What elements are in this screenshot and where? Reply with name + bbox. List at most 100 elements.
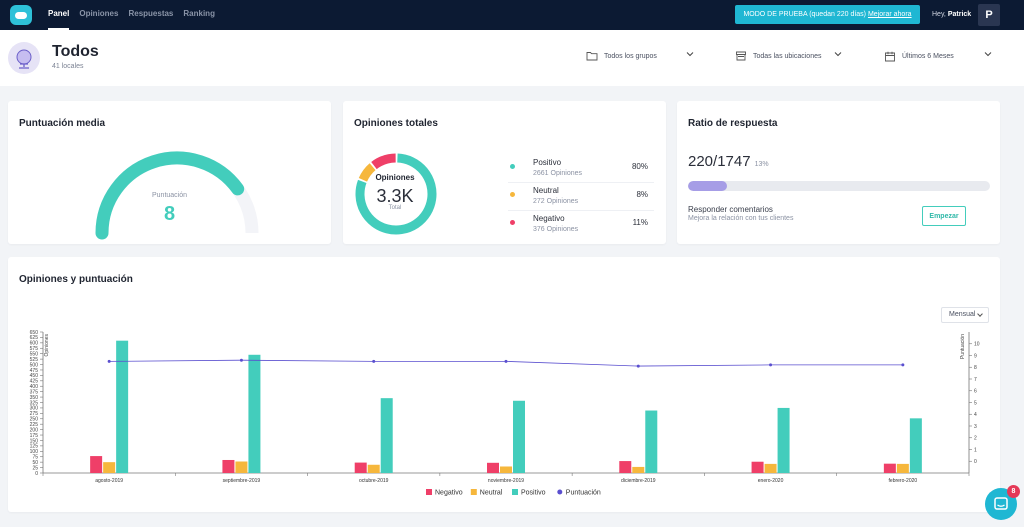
donut-center-sub: Total: [388, 205, 402, 211]
response-ratio-title: Ratio de respuesta: [688, 118, 778, 129]
y2-tick-label: 5: [974, 400, 977, 406]
cloud-logo-icon[interactable]: [10, 5, 32, 25]
page-header: Todos 41 locales Todos los grupos Todas …: [0, 30, 1024, 86]
bar-negativo: [751, 461, 764, 473]
group-avatar: [8, 42, 40, 74]
y-tick-label: 575: [30, 346, 39, 352]
y-tick-label: 200: [30, 427, 39, 433]
legend-label[interactable]: Neutral: [480, 490, 503, 497]
trial-banner-button[interactable]: MODO DE PRUEBA (quedan 220 días) Mejorar…: [735, 5, 920, 24]
nav-tab-opiniones[interactable]: Opiniones: [79, 9, 119, 18]
bar-neutral: [235, 461, 248, 473]
page-title: Todos: [52, 43, 99, 60]
filter-groups-label: Todos los grupos: [604, 52, 657, 60]
filter-period-label: Últimos 6 Meses: [902, 52, 954, 60]
response-progress-bar: [688, 181, 990, 191]
main-nav: Panel Opiniones Respuestas Ranking: [48, 0, 215, 30]
score-gauge: [95, 151, 259, 240]
folder-icon: [586, 52, 598, 61]
response-ratio-card: Ratio de respuesta 220/1747 13% Responder…: [677, 101, 1000, 244]
bar-negativo: [619, 461, 632, 473]
review-legend-row: Negativo 376 Opiniones 11%: [508, 211, 654, 239]
legend-swatch-puntuación: [557, 489, 563, 495]
bar-positivo: [248, 354, 261, 473]
y-tick-label: 625: [30, 335, 39, 341]
filter-groups[interactable]: Todos los grupos: [586, 48, 700, 64]
legend-label[interactable]: Negativo: [435, 490, 463, 497]
user-greeting: Hey, Patrick: [932, 0, 971, 30]
legend-name: Neutral: [533, 186, 559, 195]
y-tick-label: 275: [30, 411, 39, 417]
x-tick-label: agosto-2019: [95, 478, 123, 484]
calendar-icon: [885, 51, 895, 61]
donut-center-value: 3.3K: [376, 186, 414, 206]
y-axis-label: Opiniones: [44, 334, 50, 357]
y-tick-label: 400: [30, 384, 39, 390]
x-tick-label: septiembre-2019: [223, 478, 261, 484]
y2-tick-label: 2: [974, 436, 977, 442]
bar-negativo: [222, 459, 235, 473]
period-select[interactable]: Mensual: [941, 307, 989, 323]
gauge-fill: [95, 151, 245, 240]
legend-pct: 80%: [631, 162, 648, 171]
reviews-score-chart-card: Opiniones y puntuación Mensual 0 25 50 75 10…: [8, 257, 1000, 512]
legend-swatch-positivo: [512, 489, 518, 495]
user-avatar[interactable]: P: [978, 4, 1000, 26]
respond-cta-title: Responder comentarios: [688, 205, 773, 214]
filter-locations-label: Todas las ubicaciones: [753, 52, 822, 60]
gauge-label: Puntuación: [151, 192, 188, 199]
review-legend-row: Positivo 2661 Opiniones 80%: [508, 155, 654, 183]
chat-badge: 8: [1007, 485, 1020, 498]
score-point: [107, 359, 111, 363]
y-tick-label: 25: [32, 465, 38, 471]
y-tick-label: 650: [30, 330, 39, 336]
legend-label[interactable]: Positivo: [521, 490, 546, 497]
y-tick-label: 600: [30, 341, 39, 347]
start-button[interactable]: Empezar: [922, 206, 966, 226]
y-tick-label: 325: [30, 400, 39, 406]
y-tick-label: 350: [30, 395, 39, 401]
y-tick-label: 250: [30, 417, 39, 423]
total-reviews-title: Opiniones totales: [354, 118, 438, 129]
y2-tick-label: 10: [974, 342, 980, 348]
bar-neutral: [500, 466, 512, 473]
legend-label[interactable]: Puntuación: [566, 490, 601, 497]
y-tick-label: 75: [32, 455, 38, 461]
legend-count: 272 Opiniones: [533, 198, 579, 205]
y-tick-label: 100: [30, 449, 39, 455]
nav-tab-ranking[interactable]: Ranking: [183, 9, 215, 18]
y2-tick-label: 1: [974, 447, 977, 453]
locations-count: 41 locales: [52, 63, 84, 70]
score-point: [372, 359, 376, 363]
donut-slice-positivo: [355, 153, 437, 235]
y-tick-label: 375: [30, 389, 39, 395]
nav-tab-respuestas[interactable]: Respuestas: [128, 9, 174, 18]
y2-tick-label: 4: [974, 412, 977, 418]
chevron-down-icon: [834, 52, 842, 57]
greeting-text: Hey,: [932, 11, 946, 18]
legend-name: Negativo: [533, 214, 565, 223]
x-tick-label: octubre-2019: [359, 478, 389, 484]
y-tick-label: 475: [30, 368, 39, 374]
chart-card-title: Opiniones y puntuación: [19, 274, 133, 285]
legend-count: 2661 Opiniones: [533, 170, 583, 177]
filter-locations[interactable]: Todas las ubicaciones: [735, 48, 848, 64]
bar-neutral: [764, 463, 777, 473]
y-tick-label: 175: [30, 433, 39, 439]
average-score-title: Puntuación media: [19, 118, 106, 129]
y2-axis-label: Puntuación: [960, 334, 966, 359]
bar-neutral: [632, 466, 645, 473]
y2-tick-label: 7: [974, 377, 977, 383]
upgrade-link[interactable]: Mejorar ahora: [867, 11, 912, 18]
filter-period[interactable]: Últimos 6 Meses: [884, 48, 998, 64]
y2-tick-label: 9: [974, 353, 977, 359]
neutral-dot-icon: [510, 192, 515, 197]
top-navbar: Panel Opiniones Respuestas Ranking MODO …: [0, 0, 1024, 30]
x-tick-label: febrero-2020: [889, 478, 918, 484]
score-point: [504, 359, 508, 363]
user-name: Patrick: [947, 11, 972, 18]
bar-negativo: [90, 456, 103, 473]
nav-tab-panel[interactable]: Panel: [48, 0, 70, 30]
y-tick-label: 300: [30, 406, 39, 412]
y2-tick-label: 0: [974, 459, 977, 465]
